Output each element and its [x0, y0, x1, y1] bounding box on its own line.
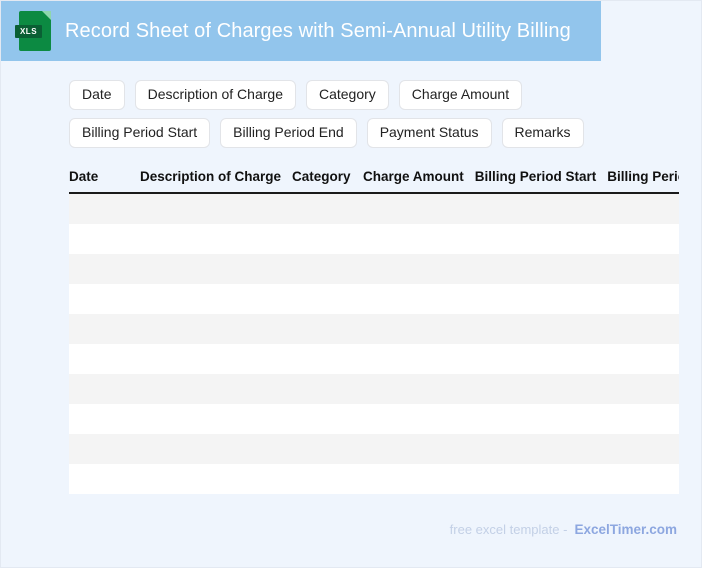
- table-cell[interactable]: [140, 314, 293, 344]
- table-cell[interactable]: [292, 314, 364, 344]
- footer-credit: free excel template - ExcelTimer.com: [450, 522, 677, 537]
- table-cell[interactable]: [607, 374, 679, 404]
- table-column-header: Billing Period Start: [474, 165, 608, 194]
- column-chip[interactable]: Remarks: [501, 118, 584, 148]
- table-cell[interactable]: [69, 193, 140, 224]
- column-chip-list: Date Description of Charge Category Charge …: [69, 80, 669, 148]
- table-cell[interactable]: [363, 434, 475, 464]
- table-cell[interactable]: [474, 224, 608, 254]
- table-row[interactable]: [69, 404, 679, 434]
- table-row[interactable]: [69, 374, 679, 404]
- table-row[interactable]: [69, 193, 679, 224]
- table-cell[interactable]: [292, 284, 364, 314]
- xls-icon-folded-corner: [42, 11, 51, 20]
- table-header-row: Date Description of Charge Category Charge …: [69, 165, 679, 194]
- records-table-head: Date Description of Charge Category Charge …: [69, 165, 679, 194]
- table-cell[interactable]: [69, 464, 140, 494]
- table-cell[interactable]: [363, 224, 475, 254]
- column-chip[interactable]: Description of Charge: [134, 80, 296, 110]
- column-chip[interactable]: Billing Period Start: [69, 118, 211, 148]
- table-column-header: Billing Period End: [607, 165, 679, 194]
- page-banner: XLS Record Sheet of Charges with Semi-An…: [1, 1, 601, 61]
- table-cell[interactable]: [140, 344, 293, 374]
- table-cell[interactable]: [607, 404, 679, 434]
- table-cell[interactable]: [474, 314, 608, 344]
- table-row[interactable]: [69, 314, 679, 344]
- table-cell[interactable]: [363, 254, 475, 284]
- table-cell[interactable]: [607, 344, 679, 374]
- table-cell[interactable]: [140, 464, 293, 494]
- table-cell[interactable]: [607, 314, 679, 344]
- column-chip[interactable]: Category: [305, 80, 389, 110]
- table-cell[interactable]: [292, 224, 364, 254]
- table-cell[interactable]: [292, 193, 364, 224]
- table-row[interactable]: [69, 434, 679, 464]
- column-chip[interactable]: Charge Amount: [398, 80, 523, 110]
- footer-brand-link[interactable]: ExcelTimer.com: [574, 522, 677, 537]
- table-column-header: Description of Charge: [140, 165, 293, 194]
- table-cell[interactable]: [292, 344, 364, 374]
- xls-file-icon: XLS: [15, 11, 51, 51]
- table-cell[interactable]: [474, 193, 608, 224]
- table-cell[interactable]: [474, 254, 608, 284]
- table-cell[interactable]: [363, 284, 475, 314]
- table-cell[interactable]: [607, 284, 679, 314]
- table-cell[interactable]: [292, 374, 364, 404]
- table-cell[interactable]: [607, 254, 679, 284]
- table-cell[interactable]: [140, 193, 293, 224]
- table-cell[interactable]: [363, 374, 475, 404]
- records-table-body: [69, 193, 679, 494]
- table-cell[interactable]: [69, 284, 140, 314]
- column-chip[interactable]: Payment Status: [366, 118, 492, 148]
- table-cell[interactable]: [474, 344, 608, 374]
- table-cell[interactable]: [69, 404, 140, 434]
- table-column-header: Charge Amount: [363, 165, 475, 194]
- xls-icon-badge-label: XLS: [15, 25, 42, 38]
- table-cell[interactable]: [474, 374, 608, 404]
- column-chip[interactable]: Billing Period End: [220, 118, 357, 148]
- table-cell[interactable]: [69, 224, 140, 254]
- table-cell[interactable]: [474, 404, 608, 434]
- table-column-header: Date: [69, 165, 140, 194]
- table-cell[interactable]: [292, 434, 364, 464]
- table-cell[interactable]: [292, 464, 364, 494]
- table-row[interactable]: [69, 284, 679, 314]
- column-chip[interactable]: Date: [69, 80, 125, 110]
- table-cell[interactable]: [363, 344, 475, 374]
- table-row[interactable]: [69, 344, 679, 374]
- table-cell[interactable]: [474, 464, 608, 494]
- table-row[interactable]: [69, 464, 679, 494]
- table-cell[interactable]: [140, 404, 293, 434]
- table-cell[interactable]: [363, 404, 475, 434]
- table-column-header: Category: [292, 165, 364, 194]
- table-cell[interactable]: [140, 284, 293, 314]
- table-cell[interactable]: [140, 434, 293, 464]
- table-cell[interactable]: [140, 374, 293, 404]
- footer-free-text: free excel template -: [449, 522, 568, 537]
- records-table-container: Date Description of Charge Category Charge …: [69, 165, 679, 495]
- page-title: Record Sheet of Charges with Semi-Annual…: [65, 19, 571, 42]
- table-cell[interactable]: [363, 193, 475, 224]
- records-table: Date Description of Charge Category Charge …: [69, 165, 679, 494]
- table-cell[interactable]: [363, 464, 475, 494]
- table-cell[interactable]: [474, 434, 608, 464]
- table-cell[interactable]: [69, 254, 140, 284]
- table-row[interactable]: [69, 254, 679, 284]
- table-cell[interactable]: [363, 314, 475, 344]
- table-cell[interactable]: [140, 254, 293, 284]
- table-cell[interactable]: [474, 284, 608, 314]
- table-cell[interactable]: [292, 254, 364, 284]
- table-cell[interactable]: [292, 404, 364, 434]
- table-row[interactable]: [69, 224, 679, 254]
- table-cell[interactable]: [607, 464, 679, 494]
- table-cell[interactable]: [69, 434, 140, 464]
- table-cell[interactable]: [69, 314, 140, 344]
- table-cell[interactable]: [607, 434, 679, 464]
- table-cell[interactable]: [607, 224, 679, 254]
- table-cell[interactable]: [69, 374, 140, 404]
- table-cell[interactable]: [69, 344, 140, 374]
- table-cell[interactable]: [607, 193, 679, 224]
- table-cell[interactable]: [140, 224, 293, 254]
